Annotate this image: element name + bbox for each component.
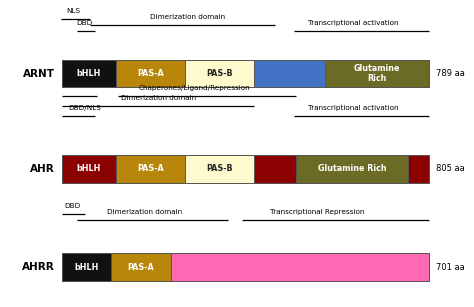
Bar	[62, 155, 116, 183]
Text: PAS-A: PAS-A	[137, 69, 164, 78]
Text: Glutamine
Rich: Glutamine Rich	[354, 64, 400, 83]
Bar	[116, 60, 185, 87]
Text: Transcriptional activation: Transcriptional activation	[308, 20, 398, 26]
Bar	[62, 155, 429, 183]
Text: Dimerization domain: Dimerization domain	[107, 209, 182, 215]
Bar	[185, 60, 254, 87]
Text: Dimerization domain: Dimerization domain	[150, 14, 225, 20]
Text: DBD/NLS: DBD/NLS	[68, 104, 101, 111]
Text: Glutamine Rich: Glutamine Rich	[318, 164, 386, 173]
Bar	[185, 155, 254, 183]
Text: bHLH: bHLH	[77, 164, 101, 173]
Text: 805 aa: 805 aa	[436, 164, 465, 173]
Text: 701 aa: 701 aa	[436, 262, 465, 272]
Text: PAS-B: PAS-B	[206, 164, 233, 173]
Text: Chaperones/Ligand/Repression: Chaperones/Ligand/Repression	[138, 84, 250, 91]
Text: Transcriptional activation: Transcriptional activation	[308, 104, 398, 111]
Bar	[171, 253, 429, 281]
Text: PAS-A: PAS-A	[137, 164, 164, 173]
Text: NLS: NLS	[66, 8, 81, 14]
Text: AHR: AHR	[30, 164, 55, 174]
Bar	[325, 60, 429, 87]
Text: AHRR: AHRR	[22, 262, 55, 272]
Text: DBD: DBD	[76, 20, 92, 26]
Bar	[116, 155, 185, 183]
Text: ARNT: ARNT	[22, 69, 55, 79]
Text: PAS-B: PAS-B	[206, 69, 233, 78]
Bar	[62, 60, 116, 87]
Bar	[62, 60, 429, 87]
Bar	[62, 253, 429, 281]
Text: Transcriptional Repression: Transcriptional Repression	[270, 209, 365, 215]
Text: 789 aa: 789 aa	[436, 69, 465, 78]
Text: DBD: DBD	[64, 203, 81, 209]
Text: Dimerization domain: Dimerization domain	[121, 95, 196, 101]
Text: bHLH: bHLH	[77, 69, 101, 78]
Text: bHLH: bHLH	[74, 262, 99, 272]
Bar	[62, 253, 111, 281]
Bar	[111, 253, 171, 281]
Text: PAS-A: PAS-A	[128, 262, 155, 272]
Bar	[296, 155, 408, 183]
